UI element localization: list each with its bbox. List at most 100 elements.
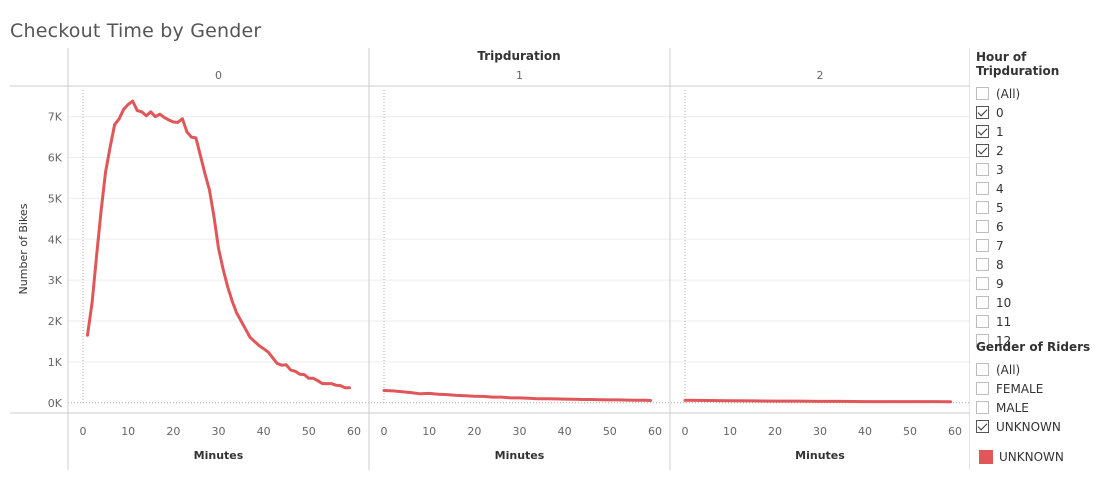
y-tick-label: 0K xyxy=(48,397,63,410)
filter-option-10[interactable]: 10 xyxy=(976,293,1110,312)
filter-option-label: 12 xyxy=(996,333,1012,348)
filter-option-label: (All) xyxy=(996,86,1021,101)
filter-option-label: 8 xyxy=(996,257,1004,272)
filter-option-8[interactable]: 8 xyxy=(976,255,1110,274)
filter-option-label: 6 xyxy=(996,219,1004,234)
filter-hour-options[interactable]: (All) 0 1 2 3 4 5 6 7 8 9 10 11 12 xyxy=(976,84,1110,348)
x-tick-label: 40 xyxy=(858,425,872,438)
filter-option-0[interactable]: 0 xyxy=(976,103,1110,122)
filter-option-label: 7 xyxy=(996,238,1004,253)
checkbox[interactable] xyxy=(976,277,989,290)
filter-option-label: FEMALE xyxy=(996,381,1044,396)
x-tick-label: 20 xyxy=(768,425,782,438)
filter-option-female[interactable]: FEMALE xyxy=(976,379,1090,398)
filter-option-label: MALE xyxy=(996,400,1029,415)
filter-option-11[interactable]: 11 xyxy=(976,312,1110,331)
checkbox[interactable] xyxy=(976,182,989,195)
y-tick-label: 7K xyxy=(48,111,63,124)
filter-gender-of-riders: Gender of Riders (All) FEMALE MALE UNKNOWN xyxy=(976,340,1090,436)
filter-option-label: 2 xyxy=(996,143,1004,158)
y-tick-label: 2K xyxy=(48,315,63,328)
x-tick-label: 30 xyxy=(212,425,226,438)
checkbox[interactable] xyxy=(976,420,989,433)
series-line-0 xyxy=(86,99,351,390)
legend: UNKNOWN xyxy=(979,450,1064,464)
checkbox[interactable] xyxy=(976,315,989,328)
filter-option-label: 1 xyxy=(996,124,1004,139)
x-tick-label: 30 xyxy=(813,425,827,438)
x-tick-label: 0 xyxy=(80,425,87,438)
y-tick-label: 6K xyxy=(48,152,63,165)
x-tick-label: 60 xyxy=(648,425,662,438)
y-tick-label: 1K xyxy=(48,356,63,369)
filter-gender-options[interactable]: (All) FEMALE MALE UNKNOWN xyxy=(976,360,1090,436)
x-tick-label: 30 xyxy=(513,425,527,438)
x-tick-label: 0 xyxy=(381,425,388,438)
x-axis-label: Minutes xyxy=(795,449,845,462)
x-tick-label: 10 xyxy=(422,425,436,438)
filter-hour-title: Hour of Tripduration xyxy=(976,50,1060,78)
checkbox[interactable] xyxy=(976,382,989,395)
x-tick-label: 10 xyxy=(723,425,737,438)
filter-option-label: (All) xyxy=(996,362,1021,377)
checkbox[interactable] xyxy=(976,334,989,347)
series-line-2 xyxy=(683,398,952,404)
x-tick-label: 50 xyxy=(603,425,617,438)
x-tick-label: 50 xyxy=(903,425,917,438)
checkbox[interactable] xyxy=(976,144,989,157)
filter-option-label: UNKNOWN xyxy=(996,419,1061,434)
filter-option-12[interactable]: 12 xyxy=(976,331,1110,348)
chart-canvas: Tripduration 0K 1K 2K 3K 4K 5K 6K 7K Number of Bi… xyxy=(10,48,970,470)
panel-header-label: 2 xyxy=(817,69,824,82)
checkbox[interactable] xyxy=(976,106,989,119)
y-axis-label: Number of Bikes xyxy=(17,203,30,294)
panel-header-label: 0 xyxy=(215,69,222,82)
x-tick-label: 40 xyxy=(558,425,572,438)
filter-option-label: 11 xyxy=(996,314,1012,329)
legend-swatch xyxy=(979,450,993,464)
filter-option-9[interactable]: 9 xyxy=(976,274,1110,293)
filter-option-3[interactable]: 3 xyxy=(976,160,1110,179)
filter-option-all[interactable]: (All) xyxy=(976,84,1110,103)
filter-option-all[interactable]: (All) xyxy=(976,360,1090,379)
column-header: Tripduration xyxy=(477,49,560,63)
y-tick-label: 5K xyxy=(48,192,63,205)
x-tick-label: 20 xyxy=(467,425,481,438)
filter-gender-title: Gender of Riders xyxy=(976,340,1091,354)
filter-option-male[interactable]: MALE xyxy=(976,398,1090,417)
filter-option-label: 10 xyxy=(996,295,1012,310)
x-tick-label: 20 xyxy=(166,425,180,438)
legend-label: UNKNOWN xyxy=(999,450,1064,464)
checkbox[interactable] xyxy=(976,296,989,309)
x-axis-label: Minutes xyxy=(495,449,545,462)
filter-option-label: 4 xyxy=(996,181,1004,196)
checkbox[interactable] xyxy=(976,401,989,414)
filter-option-4[interactable]: 4 xyxy=(976,179,1110,198)
checkbox[interactable] xyxy=(976,163,989,176)
x-axis-label: Minutes xyxy=(194,449,244,462)
checkbox[interactable] xyxy=(976,220,989,233)
checkbox[interactable] xyxy=(976,87,989,100)
filter-option-label: 3 xyxy=(996,162,1004,177)
x-tick-label: 60 xyxy=(347,425,361,438)
checkbox[interactable] xyxy=(976,258,989,271)
filter-option-unknown[interactable]: UNKNOWN xyxy=(976,417,1090,436)
filter-option-1[interactable]: 1 xyxy=(976,122,1110,141)
series-line-1 xyxy=(382,389,652,402)
filter-option-label: 5 xyxy=(996,200,1004,215)
y-tick-label: 3K xyxy=(48,274,63,287)
checkbox[interactable] xyxy=(976,125,989,138)
filter-option-2[interactable]: 2 xyxy=(976,141,1110,160)
x-tick-label: 10 xyxy=(121,425,135,438)
x-tick-label: 60 xyxy=(948,425,962,438)
filter-option-5[interactable]: 5 xyxy=(976,198,1110,217)
checkbox[interactable] xyxy=(976,201,989,214)
chart-title: Checkout Time by Gender xyxy=(10,20,262,42)
filter-option-7[interactable]: 7 xyxy=(976,236,1110,255)
filter-option-6[interactable]: 6 xyxy=(976,217,1110,236)
filter-option-label: 9 xyxy=(996,276,1004,291)
x-tick-label: 40 xyxy=(257,425,271,438)
checkbox[interactable] xyxy=(976,363,989,376)
checkbox[interactable] xyxy=(976,239,989,252)
panel-header-label: 1 xyxy=(516,69,523,82)
